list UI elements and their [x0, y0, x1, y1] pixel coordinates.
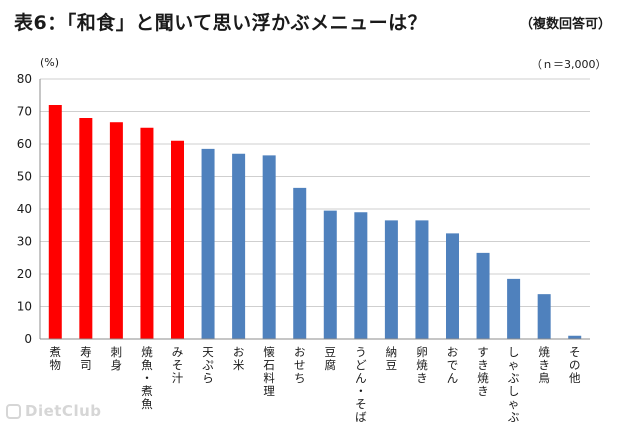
x-category-label: みそ汁: [172, 345, 184, 385]
gridlines: [40, 78, 590, 307]
y-tick-label: 50: [17, 170, 32, 184]
x-category-label: おでん: [447, 345, 459, 385]
multiple-answer-note: （複数回答可）: [520, 17, 612, 32]
bar: [109, 122, 123, 339]
bar: [293, 187, 307, 339]
chart-title: 表6：「和食」と聞いて思い浮かぶメニューは？: [14, 12, 428, 34]
sample-size-label: （ｎ＝3,000）: [531, 58, 607, 71]
watermark-logo-icon: [6, 403, 21, 419]
bar: [476, 252, 490, 339]
x-category-label: おせち: [294, 345, 306, 385]
x-category-label: うどん・そば: [355, 345, 367, 424]
x-category-label: 焼き鳥: [538, 345, 550, 385]
bar: [201, 148, 215, 339]
x-category-label: お米: [233, 345, 245, 372]
y-tick-label: 20: [17, 267, 32, 281]
bar: [79, 118, 93, 339]
bar: [507, 278, 521, 339]
x-category-label: 寿司: [80, 345, 92, 372]
x-category-label: 納豆: [386, 345, 398, 372]
axes: [39, 79, 590, 340]
bar: [323, 210, 337, 339]
x-category-label: 卵焼き: [416, 345, 428, 385]
y-tick-label: 40: [17, 202, 32, 216]
bar: [537, 294, 551, 339]
x-category-label: 豆腐: [325, 345, 337, 372]
bar: [232, 153, 246, 339]
y-tick-label: 70: [17, 105, 32, 119]
y-tick-label: 80: [17, 72, 32, 86]
bar: [415, 220, 429, 339]
y-tick-label: 30: [17, 235, 32, 249]
x-category-label: しゃぶしゃぶ: [508, 345, 520, 424]
x-category-label: 煮物: [50, 345, 62, 372]
bar: [354, 212, 368, 339]
x-category-label: 焼魚・煮魚: [141, 345, 153, 411]
bars: [48, 105, 582, 339]
y-tick-label: 0: [24, 332, 32, 346]
watermark: DietClub: [6, 402, 102, 420]
x-category-label: 刺身: [111, 345, 123, 372]
x-category-label: その他: [569, 345, 581, 385]
y-axis-unit-label: (%): [40, 56, 60, 69]
y-tick-label: 60: [17, 137, 32, 151]
bar: [384, 220, 398, 339]
bar: [568, 335, 582, 339]
bar: [48, 105, 62, 339]
x-category-label: 天ぷら: [202, 345, 214, 385]
x-category-label: すき焼き: [477, 345, 489, 398]
bar: [262, 155, 276, 339]
y-tick-labels: 0 10 20 30 40 50 60 70 80: [17, 72, 32, 346]
bar: [171, 140, 184, 339]
bar: [446, 233, 459, 339]
y-tick-label: 10: [17, 300, 32, 314]
x-category-label: 懐石料理: [263, 345, 275, 398]
watermark-text: DietClub: [25, 402, 102, 420]
bar: [140, 127, 154, 339]
